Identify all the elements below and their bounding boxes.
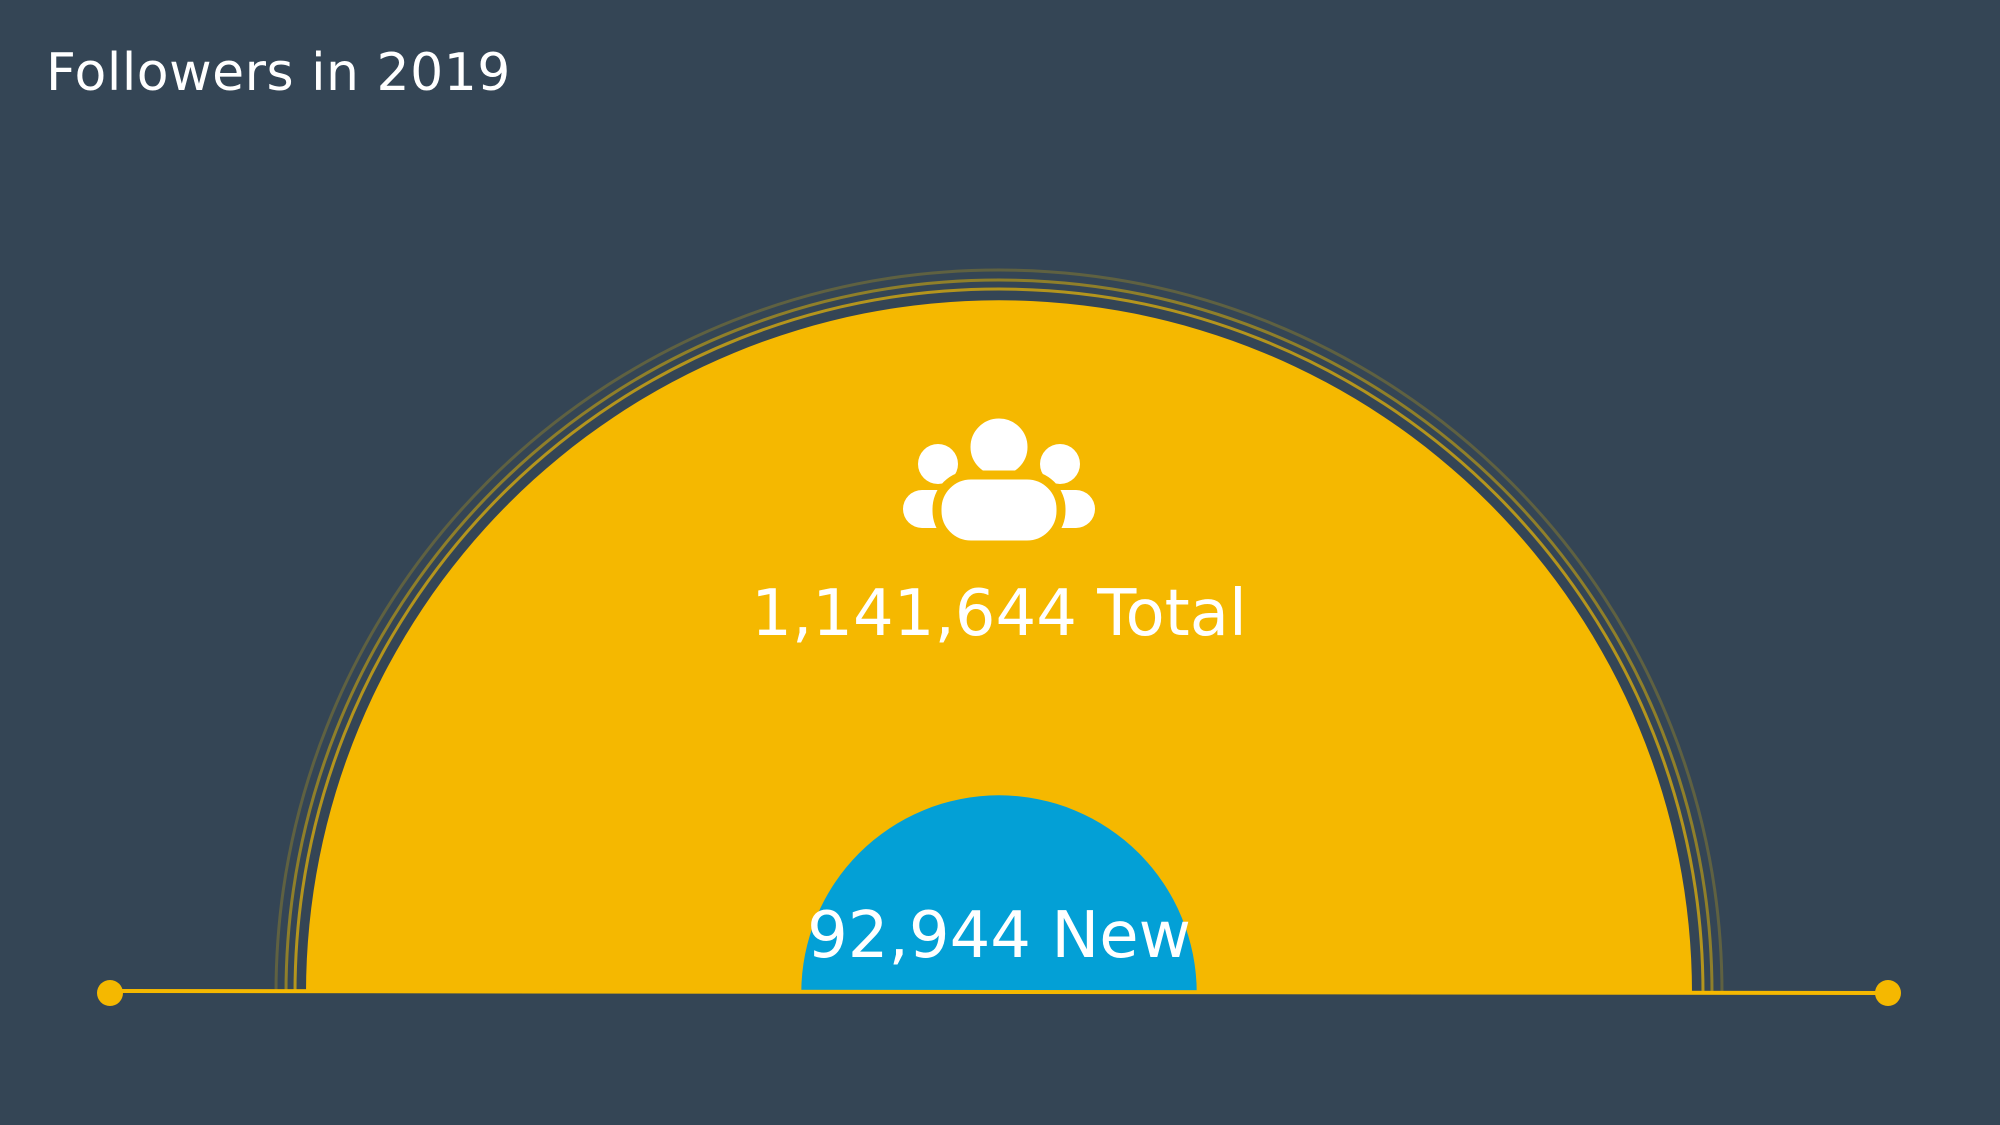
total-ring [284,278,1714,994]
total-ring [293,287,1705,994]
new-label: 92,944 New [807,899,1191,973]
total-semicircle [306,300,1692,993]
new-semicircle [801,795,1197,993]
total-ring [274,268,1724,994]
baseline-right-dot [1875,980,1901,1006]
baseline [109,989,1889,995]
new-border [793,788,1205,994]
baseline-left-dot [97,980,123,1006]
total-label: 1,141,644 Total [751,577,1247,651]
group-of-people-icon [903,409,1095,550]
chart-title: Followers in 2019 [46,43,511,103]
chart-marks [306,300,1692,994]
